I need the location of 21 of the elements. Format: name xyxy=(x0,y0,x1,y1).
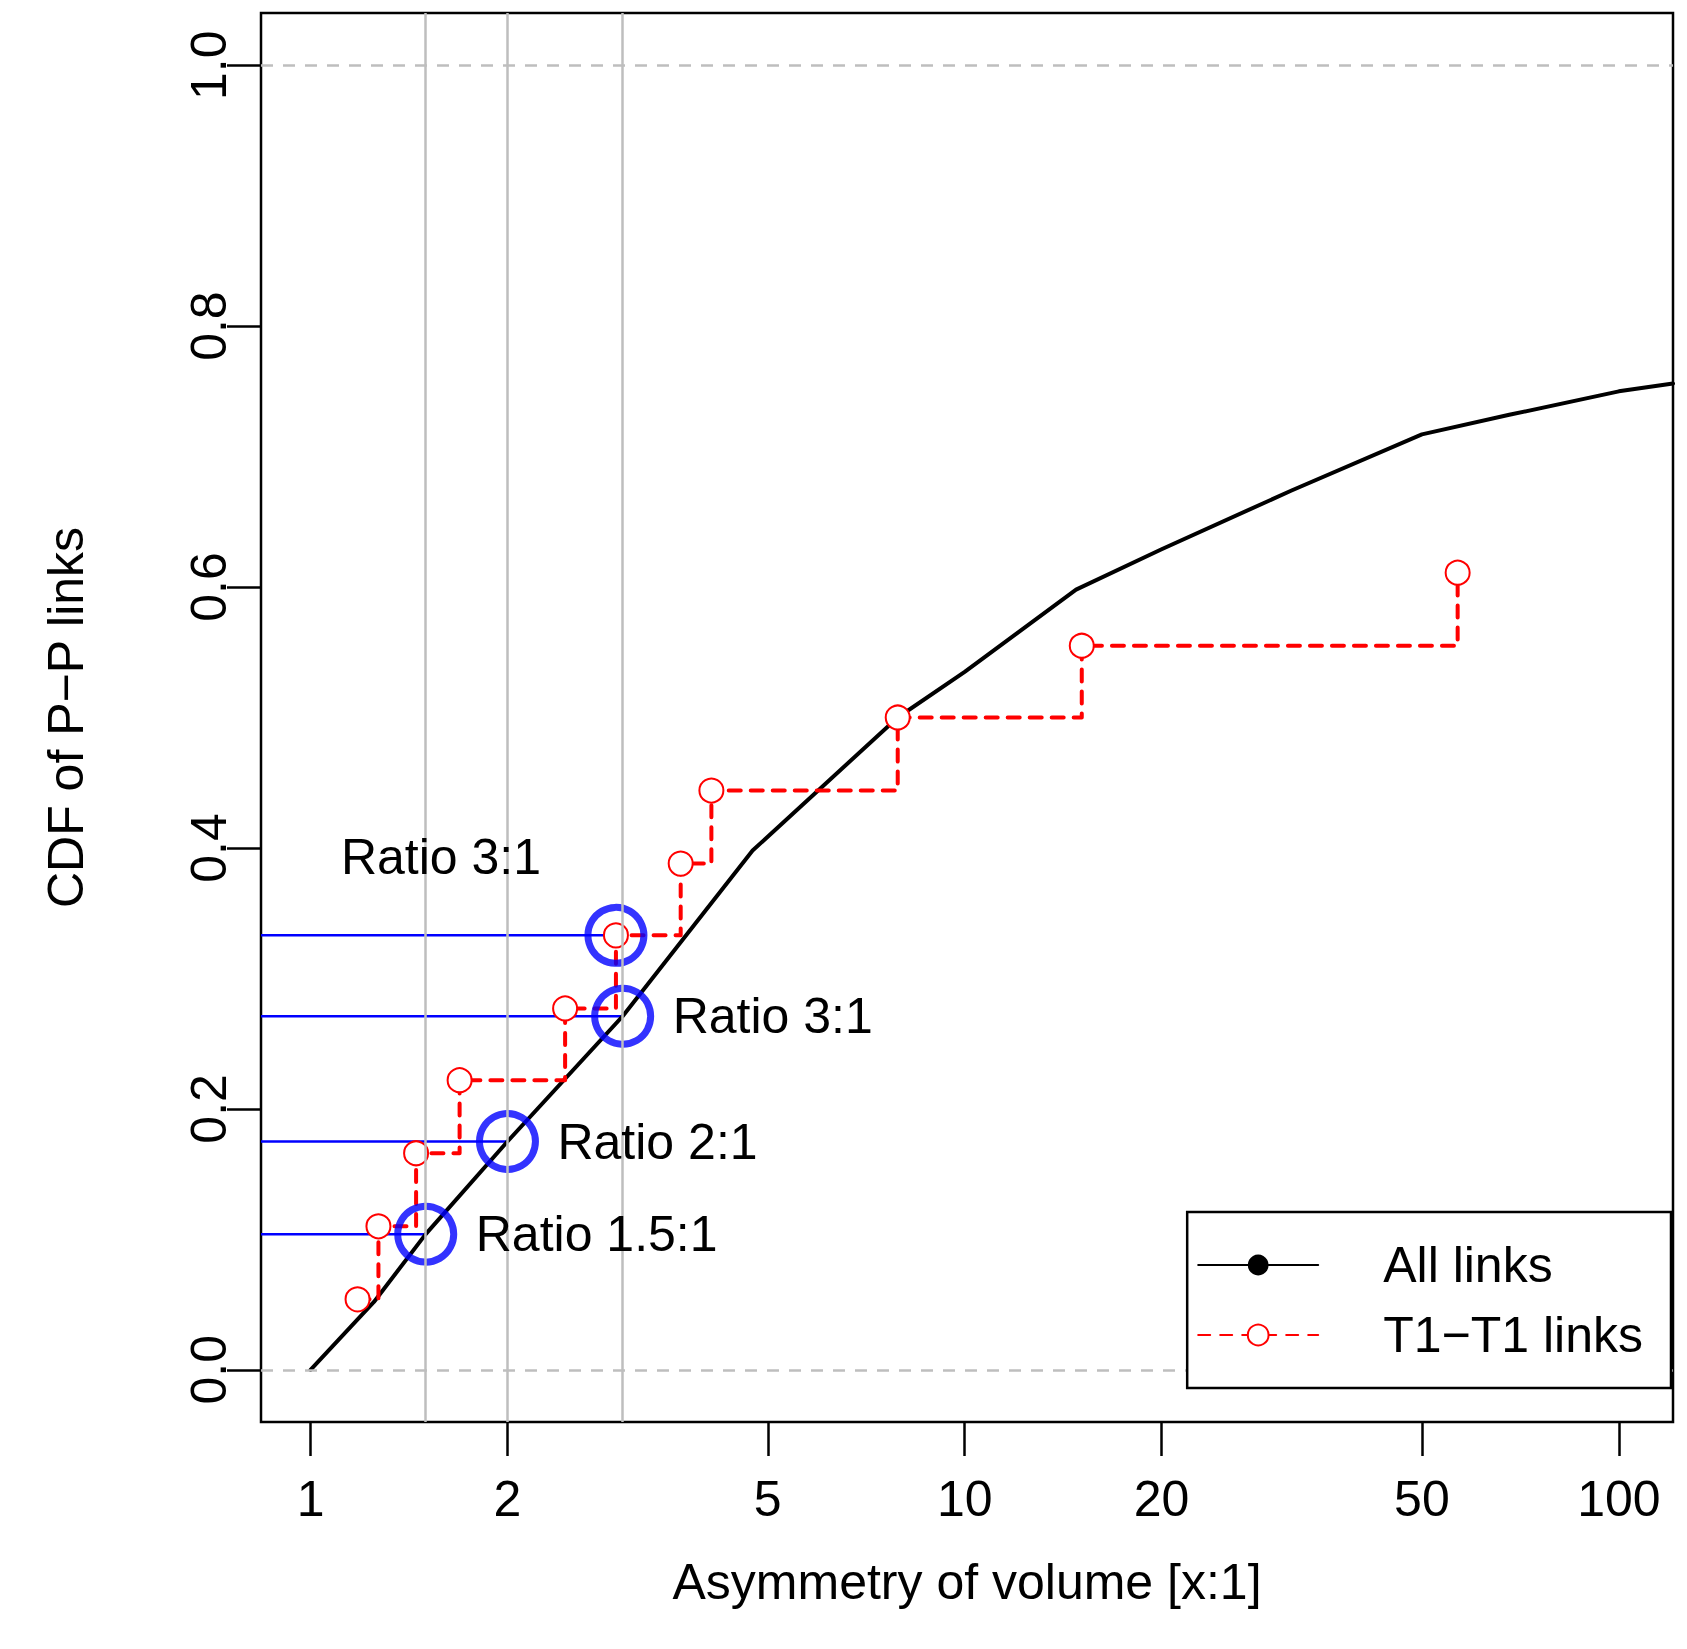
x-axis-title: Asymmetry of volume [x:1] xyxy=(672,1554,1262,1610)
x-tick-label: 50 xyxy=(1394,1471,1450,1527)
x-tick-label: 1 xyxy=(296,1471,325,1527)
x-tick-label: 10 xyxy=(936,1471,993,1527)
x-tick-label: 20 xyxy=(1133,1471,1190,1527)
y-axis-title: CDF of P−P links xyxy=(38,526,94,909)
y-tick-label: 0.0 xyxy=(181,1335,237,1405)
annotation: Ratio 3:1 xyxy=(340,829,542,886)
y-tick-label: 0.8 xyxy=(181,291,237,361)
annotation: Ratio 3:1 xyxy=(672,988,873,1045)
x-tick-label: 2 xyxy=(493,1471,522,1527)
legend-label: All links xyxy=(1383,1237,1553,1293)
annotation: Ratio 2:1 xyxy=(557,1113,758,1170)
y-tick-label: 0.2 xyxy=(181,1074,237,1144)
y-tick-label: 1.0 xyxy=(181,30,237,100)
y-tick-label: 0.6 xyxy=(181,552,237,622)
x-tick-label: 100 xyxy=(1577,1471,1661,1527)
legend-label: T1−T1 links xyxy=(1383,1307,1644,1363)
y-tick-label: 0.4 xyxy=(181,813,237,883)
x-tick-label: 5 xyxy=(753,1471,782,1527)
annotation: Ratio 1.5:1 xyxy=(475,1206,718,1263)
